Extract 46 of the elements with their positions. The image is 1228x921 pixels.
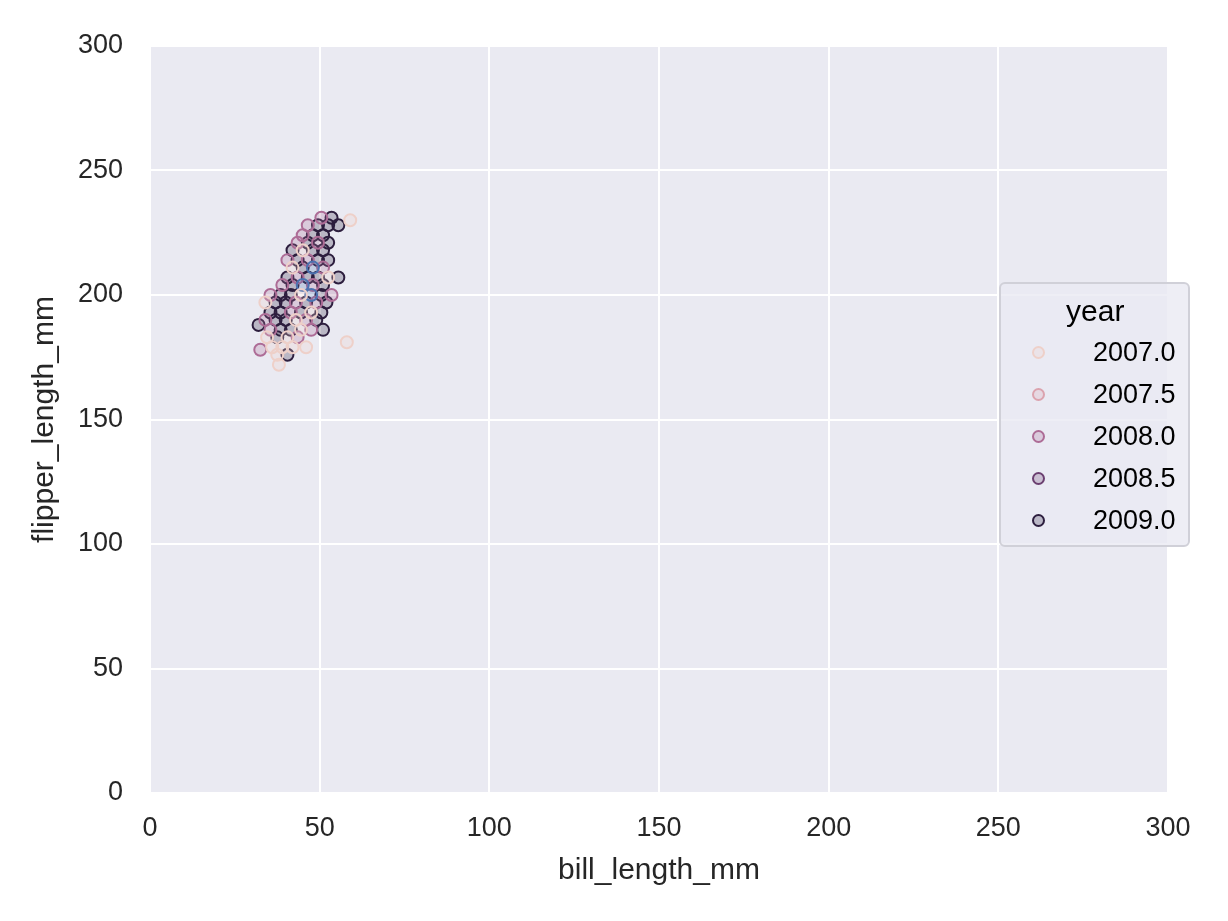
point: [294, 288, 308, 302]
point: [339, 335, 354, 350]
legend-label: 2008.5: [1093, 462, 1176, 494]
point: [285, 260, 300, 275]
point: [258, 312, 273, 327]
point: [314, 210, 329, 225]
y-tick-label: 250: [77, 153, 123, 184]
point: [305, 260, 320, 275]
x-tick-label: 200: [806, 811, 852, 842]
legend-label: 2008.0: [1093, 420, 1176, 452]
x-tick-label: 150: [636, 811, 682, 842]
x-tick-label: 50: [304, 811, 335, 842]
point: [324, 288, 339, 302]
y-tick-label: 100: [77, 527, 123, 558]
point: [304, 305, 319, 320]
point: [295, 243, 310, 258]
x-tick-label: 250: [975, 811, 1021, 842]
point: [343, 213, 358, 228]
point: [288, 312, 303, 327]
point: [300, 218, 315, 233]
point: [275, 278, 290, 293]
x-axis-title: bill_length_mm: [558, 852, 760, 886]
point: [285, 340, 300, 355]
point: [310, 235, 325, 250]
legend-label: 2009.0: [1093, 504, 1176, 536]
point: [258, 295, 273, 310]
y-tick-label: 150: [77, 402, 123, 433]
x-tick-label: 0: [142, 811, 158, 842]
x-tick-label: 100: [466, 811, 512, 842]
y-tick-label: 300: [77, 29, 123, 60]
point: [316, 322, 331, 337]
legend-label: 2007.5: [1093, 378, 1176, 410]
y-axis-title: flipper_length_mm: [26, 296, 60, 543]
point: [299, 340, 314, 355]
point: [321, 270, 336, 285]
legend-label: 2007.0: [1093, 336, 1176, 368]
x-tick-label: 300: [1145, 811, 1191, 842]
y-tick-label: 0: [107, 776, 123, 807]
y-tick-label: 200: [77, 278, 123, 309]
y-tick-label: 50: [92, 651, 123, 682]
point: [294, 322, 308, 337]
point: [260, 330, 275, 345]
legend-title: year: [1065, 293, 1126, 329]
point: [271, 357, 286, 372]
point: [331, 218, 346, 233]
point: [253, 342, 268, 357]
